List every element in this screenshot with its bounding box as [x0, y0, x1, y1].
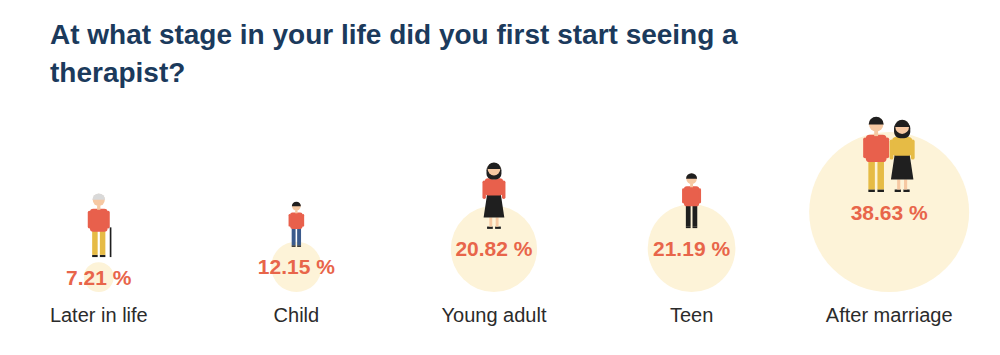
svg-text:Young adult: Young adult — [442, 304, 547, 326]
svg-text:21.19 %: 21.19 % — [653, 237, 730, 260]
svg-text:12.15 %: 12.15 % — [258, 255, 335, 278]
svg-text:20.82 %: 20.82 % — [455, 237, 532, 260]
svg-text:Later in life: Later in life — [50, 304, 148, 326]
svg-text:38.63 %: 38.63 % — [851, 201, 928, 224]
svg-text:7.21 %: 7.21 % — [66, 266, 132, 289]
svg-text:After marriage: After marriage — [826, 304, 953, 326]
html-text:At what stage in your life did: At what stage in your life did you first… — [50, 19, 738, 88]
svg-text:Teen: Teen — [670, 304, 713, 326]
svg-text:Child: Child — [274, 304, 320, 326]
